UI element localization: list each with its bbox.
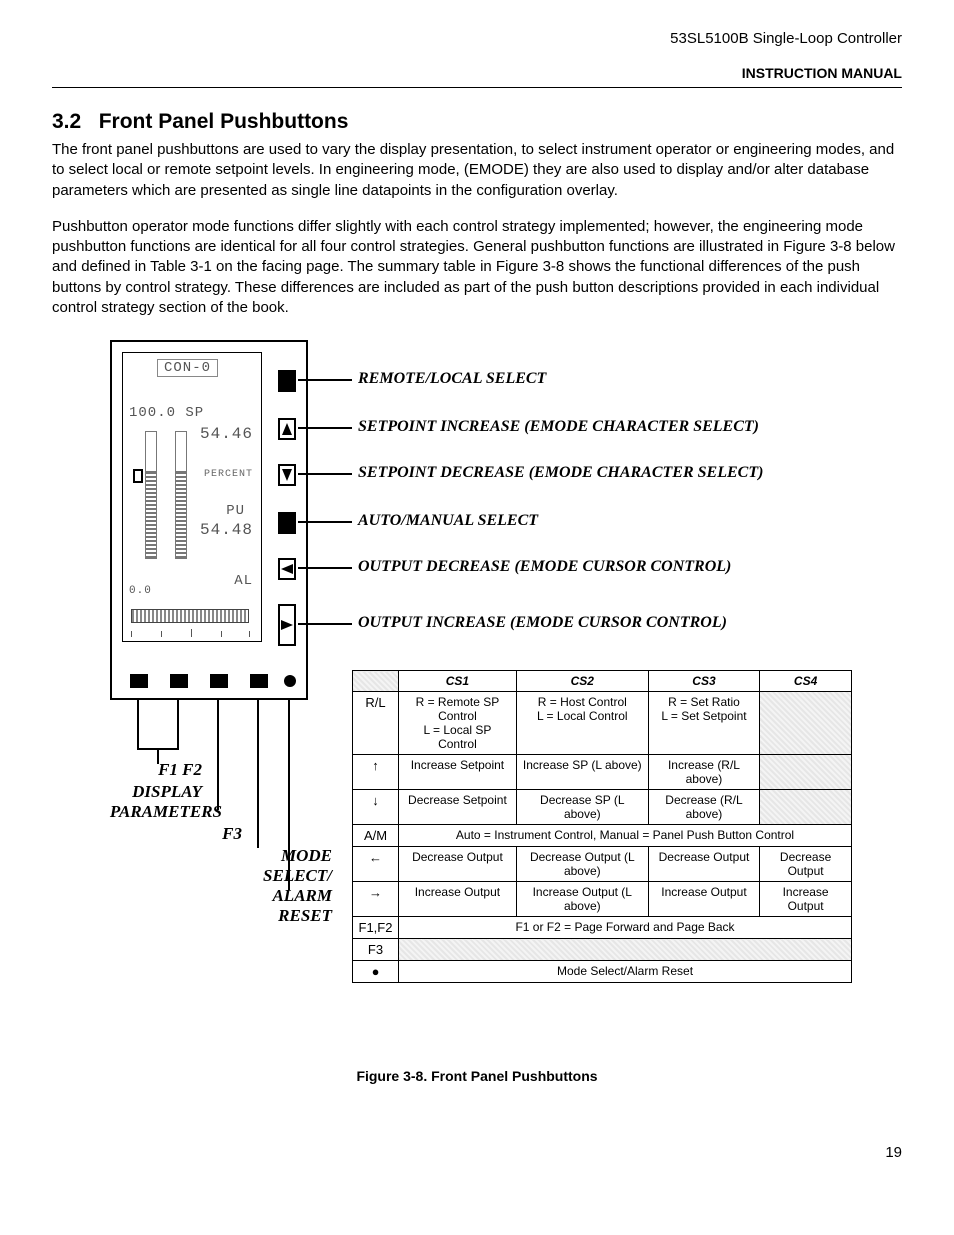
table-row: ↓Decrease SetpointDecrease SP (L above)D… bbox=[353, 790, 852, 825]
cell: Decrease Output (L above) bbox=[516, 847, 648, 882]
para-2: Pushbutton operator mode functions diffe… bbox=[52, 217, 902, 318]
lcd-al: AL bbox=[234, 573, 253, 589]
auto-manual-button[interactable] bbox=[278, 512, 296, 534]
lcd-display: CON-0 100.0 SP 54.46 PERCENT PU 54.48 AL… bbox=[122, 352, 262, 642]
table-row: A/MAuto = Instrument Control, Manual = P… bbox=[353, 825, 852, 847]
cell: Increase Output bbox=[648, 882, 759, 917]
row-span-cell bbox=[399, 939, 852, 961]
product-header: 53SL5100B Single-Loop Controller bbox=[52, 30, 902, 47]
label-display: DISPLAY bbox=[52, 782, 202, 802]
output-increase-button[interactable] bbox=[278, 604, 296, 646]
row-key: F1,F2 bbox=[353, 917, 399, 939]
cell: Decrease (R/L above) bbox=[648, 790, 759, 825]
table-row: R/LR = Remote SP Control L = Local SP Co… bbox=[353, 692, 852, 755]
cell: Decrease Output bbox=[760, 847, 852, 882]
left-arrow-icon bbox=[281, 564, 293, 574]
row-span-cell: F1 or F2 = Page Forward and Page Back bbox=[399, 917, 852, 939]
cell: Decrease Output bbox=[648, 847, 759, 882]
table-row: ●Mode Select/Alarm Reset bbox=[353, 961, 852, 983]
setpoint-down-button[interactable] bbox=[278, 464, 296, 486]
label-select: SELECT/ bbox=[242, 866, 332, 886]
section-heading: 3.2 Front Panel Pushbuttons bbox=[52, 110, 902, 134]
cell: Decrease SP (L above) bbox=[516, 790, 648, 825]
table-row: ←Decrease OutputDecrease Output (L above… bbox=[353, 847, 852, 882]
label-params: PARAMETERS bbox=[42, 802, 222, 822]
section-title: Front Panel Pushbuttons bbox=[99, 110, 349, 133]
f1-button[interactable] bbox=[130, 674, 148, 688]
label-f1f2: F1 F2 bbox=[82, 760, 202, 780]
f4-button[interactable] bbox=[250, 674, 268, 688]
doc-type: INSTRUCTION MANUAL bbox=[52, 65, 902, 81]
up-arrow-icon bbox=[282, 423, 292, 435]
lcd-top: CON-0 bbox=[157, 359, 218, 377]
control-strategy-table: CS1 CS2 CS3 CS4 R/LR = Remote SP Control… bbox=[352, 670, 852, 983]
th-cs1: CS1 bbox=[399, 671, 517, 692]
label-mode: MODE bbox=[242, 846, 332, 866]
cell: Increase Output bbox=[760, 882, 852, 917]
th-cs3: CS3 bbox=[648, 671, 759, 692]
table-row: ↑Increase SetpointIncrease SP (L above)I… bbox=[353, 755, 852, 790]
cell: R = Remote SP Control L = Local SP Contr… bbox=[399, 692, 517, 755]
th-blank bbox=[353, 671, 399, 692]
cell: Decrease Setpoint bbox=[399, 790, 517, 825]
header-rule bbox=[52, 87, 902, 88]
setpoint-up-button[interactable] bbox=[278, 418, 296, 440]
row-key: ← bbox=[353, 847, 399, 882]
anno-sp-dec: SETPOINT DECREASE (EMODE CHARACTER SELEC… bbox=[358, 464, 763, 482]
anno-sp-inc: SETPOINT INCREASE (EMODE CHARACTER SELEC… bbox=[358, 418, 759, 436]
figure-caption: Figure 3-8. Front Panel Pushbuttons bbox=[52, 1068, 902, 1084]
cell: Increase Setpoint bbox=[399, 755, 517, 790]
lcd-bars bbox=[129, 431, 257, 561]
lcd-zero: 0.0 bbox=[129, 585, 152, 597]
lcd-bottom-scale bbox=[131, 629, 251, 637]
row-key: F3 bbox=[353, 939, 399, 961]
page-number: 19 bbox=[52, 1144, 902, 1161]
para-1: The front panel pushbuttons are used to … bbox=[52, 140, 902, 201]
row-key: → bbox=[353, 882, 399, 917]
anno-out-inc: OUTPUT INCREASE (EMODE CURSOR CONTROL) bbox=[358, 614, 727, 632]
th-cs2: CS2 bbox=[516, 671, 648, 692]
mode-round-button[interactable] bbox=[284, 675, 296, 687]
down-arrow-icon bbox=[282, 469, 292, 481]
row-key: ↑ bbox=[353, 755, 399, 790]
row-key: R/L bbox=[353, 692, 399, 755]
row-key: ● bbox=[353, 961, 399, 983]
lcd-line1: 100.0 SP bbox=[129, 405, 204, 421]
table-row: →Increase OutputIncrease Output (L above… bbox=[353, 882, 852, 917]
label-f3: F3 bbox=[182, 824, 242, 844]
row-span-cell: Mode Select/Alarm Reset bbox=[399, 961, 852, 983]
table-header-row: CS1 CS2 CS3 CS4 bbox=[353, 671, 852, 692]
section-number: 3.2 bbox=[52, 110, 81, 133]
anno-auto-manual: AUTO/MANUAL SELECT bbox=[358, 512, 538, 530]
controller-panel: CON-0 100.0 SP 54.46 PERCENT PU 54.48 AL… bbox=[110, 340, 308, 700]
th-cs4: CS4 bbox=[760, 671, 852, 692]
label-alarm: ALARM bbox=[242, 886, 332, 906]
cell: R = Host Control L = Local Control bbox=[516, 692, 648, 755]
table-row: F3 bbox=[353, 939, 852, 961]
right-arrow-icon bbox=[281, 620, 293, 630]
anno-remote-local: REMOTE/LOCAL SELECT bbox=[358, 370, 546, 388]
table-row: F1,F2F1 or F2 = Page Forward and Page Ba… bbox=[353, 917, 852, 939]
cell: Increase Output (L above) bbox=[516, 882, 648, 917]
cell: Decrease Output bbox=[399, 847, 517, 882]
cell: Increase SP (L above) bbox=[516, 755, 648, 790]
remote-local-button[interactable] bbox=[278, 370, 296, 392]
cell bbox=[760, 755, 852, 790]
lcd-bottom-bar bbox=[131, 609, 249, 623]
figure-3-8: CON-0 100.0 SP 54.46 PERCENT PU 54.48 AL… bbox=[52, 340, 902, 1040]
cell: R = Set Ratio L = Set Setpoint bbox=[648, 692, 759, 755]
cell bbox=[760, 790, 852, 825]
f2-button[interactable] bbox=[170, 674, 188, 688]
row-key: A/M bbox=[353, 825, 399, 847]
output-decrease-button[interactable] bbox=[278, 558, 296, 580]
cell: Increase (R/L above) bbox=[648, 755, 759, 790]
cell: Increase Output bbox=[399, 882, 517, 917]
cell bbox=[760, 692, 852, 755]
anno-out-dec: OUTPUT DECREASE (EMODE CURSOR CONTROL) bbox=[358, 558, 731, 576]
label-reset: RESET bbox=[242, 906, 332, 926]
f3-button[interactable] bbox=[210, 674, 228, 688]
row-span-cell: Auto = Instrument Control, Manual = Pane… bbox=[399, 825, 852, 847]
row-key: ↓ bbox=[353, 790, 399, 825]
